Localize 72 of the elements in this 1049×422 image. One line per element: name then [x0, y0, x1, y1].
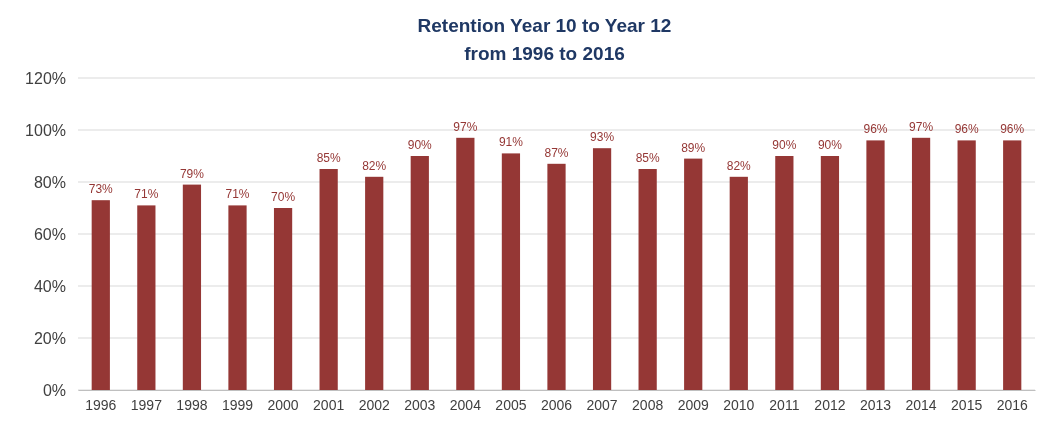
data-label: 96% — [954, 122, 979, 137]
x-tick-label: 1997 — [130, 396, 163, 413]
bar — [456, 137, 475, 390]
bar — [91, 200, 110, 390]
x-tick-label: 2015 — [951, 396, 983, 413]
y-tick-label: 0% — [42, 381, 66, 399]
x-tick-label: 2005 — [495, 396, 527, 413]
data-label: 87% — [544, 145, 569, 160]
bar — [684, 158, 703, 390]
bar — [501, 153, 521, 390]
data-label: 70% — [271, 190, 296, 204]
data-label: 85% — [635, 151, 660, 165]
data-label: 89% — [681, 140, 706, 155]
bar — [1003, 140, 1022, 390]
data-label: 82% — [362, 158, 387, 173]
bar — [820, 156, 840, 390]
bar — [638, 169, 657, 390]
chart-title: Retention Year 10 to Year 12 — [417, 15, 672, 36]
x-tick-label: 1996 — [85, 396, 117, 413]
bar — [365, 176, 384, 390]
x-tick-label: 2007 — [586, 396, 618, 413]
y-tick-label: 80% — [33, 173, 66, 191]
data-label: 93% — [590, 130, 615, 145]
x-tick-label: 2010 — [723, 396, 755, 413]
data-label: 97% — [909, 119, 934, 134]
bar — [228, 205, 247, 390]
data-label: 90% — [817, 138, 843, 152]
y-tick-label: 20% — [33, 329, 66, 347]
bar — [410, 156, 429, 390]
data-label: 71% — [134, 187, 159, 202]
x-tick-label: 2003 — [404, 396, 436, 413]
data-label: 91% — [498, 135, 524, 150]
data-label: 90% — [772, 138, 797, 152]
data-label: 96% — [1000, 122, 1025, 137]
bar — [957, 140, 976, 390]
x-tick-label: 2004 — [449, 396, 482, 413]
bar — [592, 148, 612, 390]
bar — [729, 176, 748, 390]
data-label: 96% — [863, 122, 888, 137]
y-tick-label: 120% — [25, 69, 66, 87]
data-label: 79% — [179, 166, 205, 181]
x-tick-label: 2016 — [996, 396, 1028, 413]
data-label: 85% — [316, 151, 341, 165]
bar — [319, 169, 338, 390]
bar — [137, 205, 156, 390]
data-label: 82% — [726, 158, 752, 173]
x-tick-label: 2013 — [859, 396, 892, 413]
x-tick-label: 2009 — [677, 396, 709, 413]
bar — [182, 184, 202, 390]
x-tick-label: 1999 — [221, 396, 254, 413]
x-tick-label: 1998 — [176, 396, 208, 413]
bar — [775, 156, 794, 390]
bar — [273, 208, 293, 390]
y-tick-label: 40% — [33, 277, 66, 295]
x-tick-label: 2002 — [358, 396, 390, 413]
bar — [866, 140, 885, 390]
x-tick-label: 2001 — [313, 396, 345, 413]
bar — [547, 163, 566, 390]
data-label: 90% — [407, 138, 433, 152]
x-tick-label: 2000 — [267, 396, 299, 413]
data-label: 73% — [88, 182, 114, 197]
x-tick-label: 2012 — [814, 396, 846, 413]
chart-subtitle: from 1996 to 2016 — [464, 43, 625, 64]
x-tick-label: 2008 — [632, 396, 664, 413]
y-tick-label: 60% — [33, 225, 66, 243]
bar — [911, 137, 931, 390]
data-label: 71% — [225, 187, 250, 202]
x-tick-label: 2014 — [905, 396, 937, 413]
x-tick-label: 2011 — [769, 396, 800, 413]
data-label: 97% — [453, 119, 478, 134]
x-tick-label: 2006 — [540, 396, 573, 413]
y-tick-label: 100% — [25, 121, 66, 139]
